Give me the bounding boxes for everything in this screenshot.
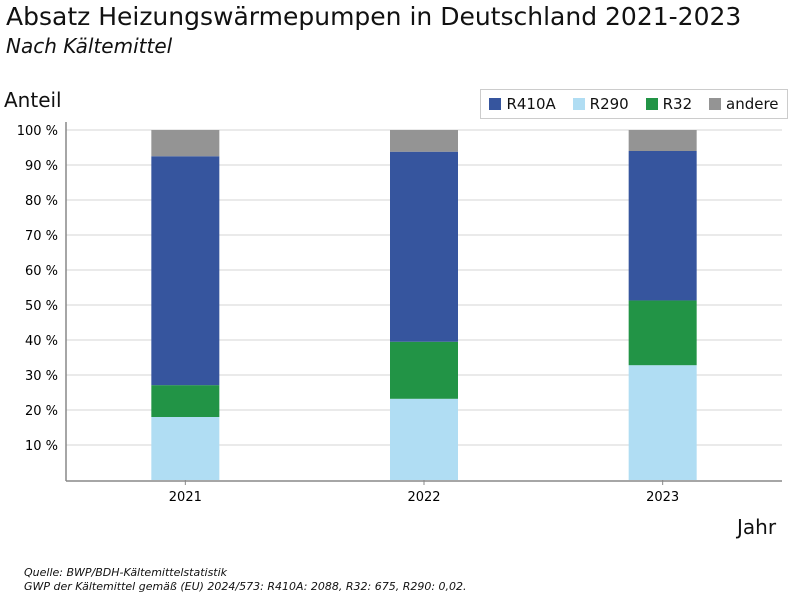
bar-R32-2022	[390, 341, 458, 399]
source-line: Quelle: BWP/BDH-Kältemittelstatistik	[24, 566, 228, 579]
chart-title: Absatz Heizungswärmepumpen in Deutschlan…	[6, 2, 742, 31]
legend-swatch	[645, 98, 658, 110]
chart-subtitle: Nach Kältemittel	[6, 34, 173, 58]
y-tick-label: 10 %	[25, 439, 58, 454]
bar-R290-2021	[151, 417, 220, 480]
y-tick-label: 30 %	[25, 369, 58, 384]
legend: R410A R290 R32 andere	[480, 89, 788, 119]
x-axis-label: Jahr	[737, 515, 777, 539]
y-tick-label: 40 %	[25, 334, 58, 349]
bar-R410A-2021	[151, 156, 220, 386]
source-note: Quelle: BWP/BDH-Kältemittelstatistik GWP…	[24, 566, 467, 594]
bar-R410A-2022	[390, 151, 458, 342]
legend-swatch	[489, 98, 502, 110]
y-tick-label: 80 %	[25, 194, 58, 209]
legend-swatch	[709, 98, 722, 110]
legend-label: R32	[662, 95, 693, 113]
bar-R290-2022	[390, 398, 458, 480]
legend-label: andere	[726, 95, 779, 113]
legend-item-andere: andere	[709, 95, 779, 113]
bar-R32-2023	[628, 300, 697, 366]
x-tick-label: 2022	[407, 490, 440, 505]
y-tick-label: 20 %	[25, 404, 58, 419]
legend-item-R410A: R410A	[489, 95, 556, 113]
bar-andere-2023	[628, 130, 697, 151]
y-tick-label: 100 %	[17, 124, 58, 139]
y-tick-label: 50 %	[25, 299, 58, 314]
legend-label: R290	[589, 95, 629, 113]
y-axis-label: Anteil	[4, 88, 62, 112]
y-tick-label: 70 %	[25, 229, 58, 244]
bar-andere-2021	[151, 130, 220, 157]
bar-R32-2021	[151, 385, 220, 417]
legend-item-R290: R290	[572, 95, 629, 113]
gwp-note: GWP der Kältemittel gemäß (EU) 2024/573:…	[24, 580, 467, 593]
legend-swatch	[572, 98, 585, 110]
bar-andere-2022	[390, 130, 458, 152]
bar-R290-2023	[628, 365, 697, 480]
y-tick-label: 90 %	[25, 159, 58, 174]
x-tick-label: 2023	[646, 490, 679, 505]
bar-R410A-2023	[628, 151, 697, 301]
y-tick-label: 60 %	[25, 264, 58, 279]
legend-item-R32: R32	[645, 95, 693, 113]
x-tick-label: 2021	[169, 490, 202, 505]
legend-label: R410A	[506, 95, 556, 113]
